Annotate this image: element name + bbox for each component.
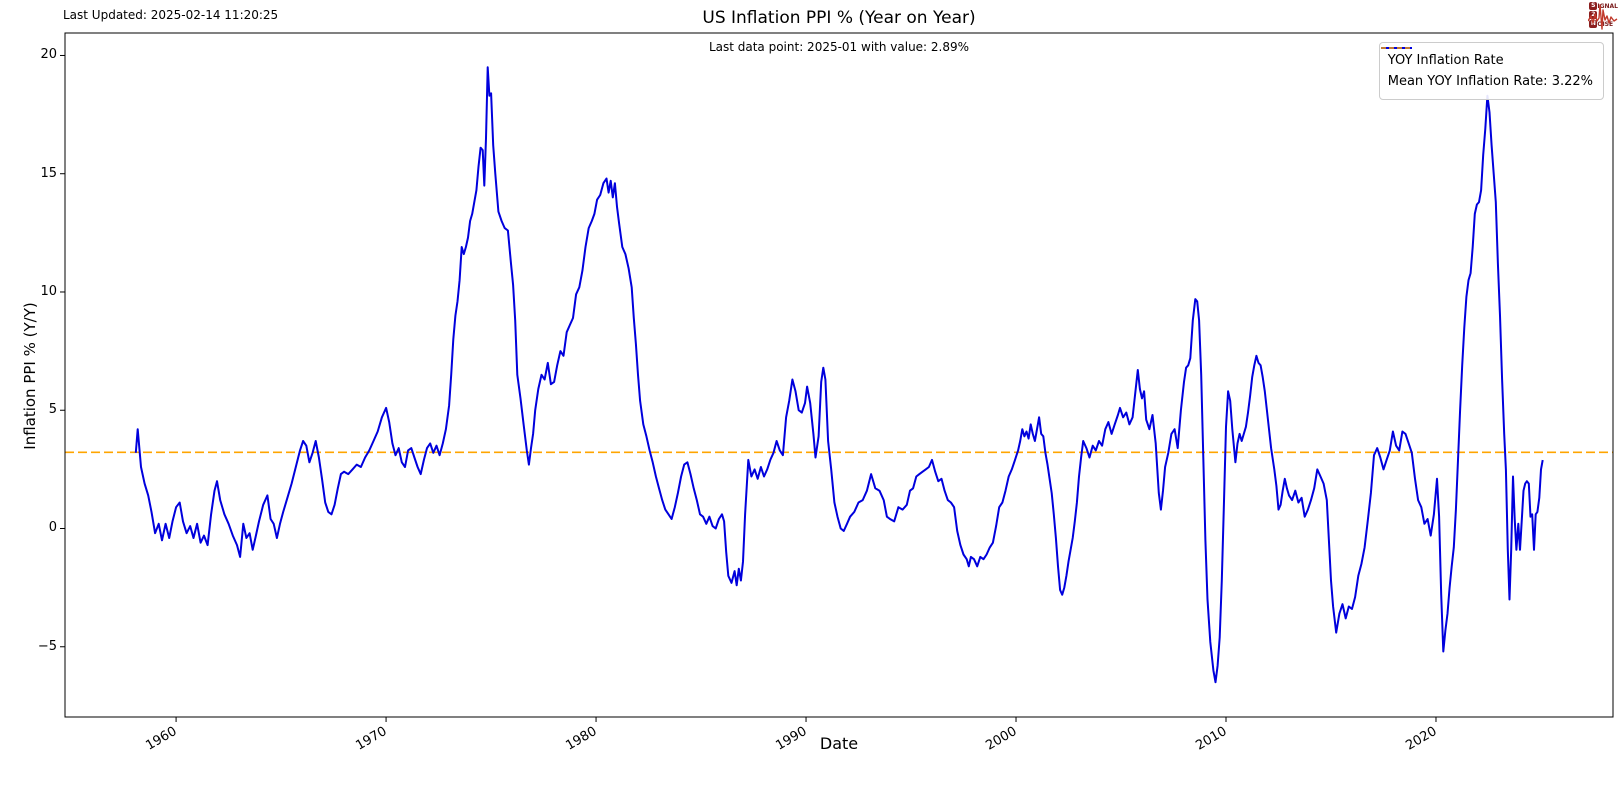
axes-spines	[64, 32, 1614, 718]
signal2noise-logo: S IGNAL 2 N OISE	[1588, 2, 1618, 30]
logo-word-noise: OISE	[1597, 20, 1614, 28]
legend-label-yoy: YOY Inflation Rate	[1387, 53, 1504, 68]
chart-title: US Inflation PPI % (Year on Year)	[702, 8, 976, 28]
legend-line-dashed-icon	[1380, 47, 1412, 49]
legend-item-yoy: YOY Inflation Rate	[1380, 47, 1593, 71]
chart-subtitle: Last data point: 2025-01 with value: 2.8…	[708, 40, 970, 54]
x-axis-label: Date	[819, 734, 859, 753]
legend: YOY Inflation Rate Mean YOY Inflation Ra…	[1378, 42, 1604, 100]
heartbeat-icon	[1588, 4, 1618, 30]
y-tick-label: 15	[40, 165, 57, 181]
legend-item-mean: Mean YOY Inflation Rate: 3.22%	[1380, 47, 1593, 92]
logo-letter-s: S	[1589, 2, 1598, 10]
last-updated-text: Last Updated: 2025-02-14 11:20:25	[63, 8, 279, 22]
logo-letter-2: 2	[1589, 11, 1598, 19]
y-tick-label: −5	[37, 638, 57, 654]
y-tick-label: 5	[48, 402, 57, 418]
legend-label-mean: Mean YOY Inflation Rate: 3.22%	[1387, 74, 1593, 89]
y-tick-label: 20	[40, 47, 57, 63]
data-line	[134, 66, 1544, 684]
y-tick-label: 10	[40, 283, 57, 299]
y-tick-label: 0	[48, 520, 57, 536]
logo-word-signal: IGNAL	[1597, 2, 1618, 10]
